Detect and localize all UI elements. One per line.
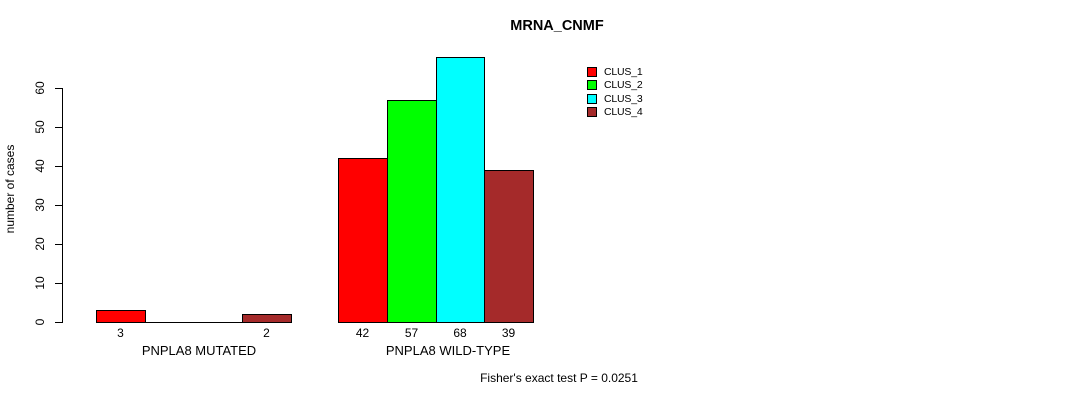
fisher-test-note: Fisher's exact test P = 0.0251 xyxy=(480,371,638,385)
bar-count-label: 39 xyxy=(501,326,516,340)
bar-count-label: 3 xyxy=(117,326,124,340)
y-axis-label: number of cases xyxy=(3,144,17,234)
bar-clus-1-pnpla8-mutated xyxy=(96,310,146,323)
y-tick-label: 20 xyxy=(33,237,47,251)
bar-clus-3-pnpla8-wild-type xyxy=(436,57,485,323)
legend-swatch-clus_4 xyxy=(587,107,597,117)
bar-count-label: 2 xyxy=(263,326,270,340)
zero-bar-clus-3-pnpla8-mutated xyxy=(194,322,243,323)
bar-clus-4-pnpla8-mutated xyxy=(242,314,292,323)
y-tick-mark xyxy=(55,322,62,323)
bar-count-label: 42 xyxy=(355,326,370,340)
legend-label: CLUS_3 xyxy=(604,93,643,105)
legend-label: CLUS_2 xyxy=(604,79,643,91)
legend-item-clus_2: CLUS_2 xyxy=(587,79,643,91)
y-tick-label: 0 xyxy=(33,318,47,326)
bar-clus-2-pnpla8-wild-type xyxy=(387,100,437,323)
legend-swatch-clus_2 xyxy=(587,80,597,90)
y-tick-mark xyxy=(55,244,62,245)
y-tick-label: 30 xyxy=(33,198,47,212)
legend-label: CLUS_1 xyxy=(604,66,643,78)
y-tick-mark xyxy=(55,283,62,284)
chart-title: MRNA_CNMF xyxy=(510,18,604,34)
legend-item-clus_4: CLUS_4 xyxy=(587,106,643,118)
bar-count-label: 57 xyxy=(404,326,419,340)
y-tick-label: 40 xyxy=(33,159,47,173)
group-label-pnpla8-mutated: PNPLA8 MUTATED xyxy=(141,343,257,358)
legend-item-clus_1: CLUS_1 xyxy=(587,66,643,78)
zero-bar-clus-2-pnpla8-mutated xyxy=(145,322,195,323)
bar-clus-1-pnpla8-wild-type xyxy=(338,158,388,323)
bar-clus-4-pnpla8-wild-type xyxy=(484,170,534,323)
y-tick-label: 10 xyxy=(33,276,47,290)
legend-item-clus_3: CLUS_3 xyxy=(587,93,643,105)
y-tick-mark xyxy=(55,205,62,206)
y-tick-mark xyxy=(55,166,62,167)
legend-swatch-clus_3 xyxy=(587,94,597,104)
legend-label: CLUS_4 xyxy=(604,106,643,118)
y-axis-line xyxy=(62,88,63,323)
legend-swatch-clus_1 xyxy=(587,67,597,77)
bar-count-label: 68 xyxy=(453,326,467,340)
y-tick-mark xyxy=(55,88,62,89)
group-label-pnpla8-wild-type: PNPLA8 WILD-TYPE xyxy=(385,343,511,358)
y-tick-label: 50 xyxy=(33,120,47,134)
y-tick-label: 60 xyxy=(33,81,47,95)
y-tick-mark xyxy=(55,127,62,128)
